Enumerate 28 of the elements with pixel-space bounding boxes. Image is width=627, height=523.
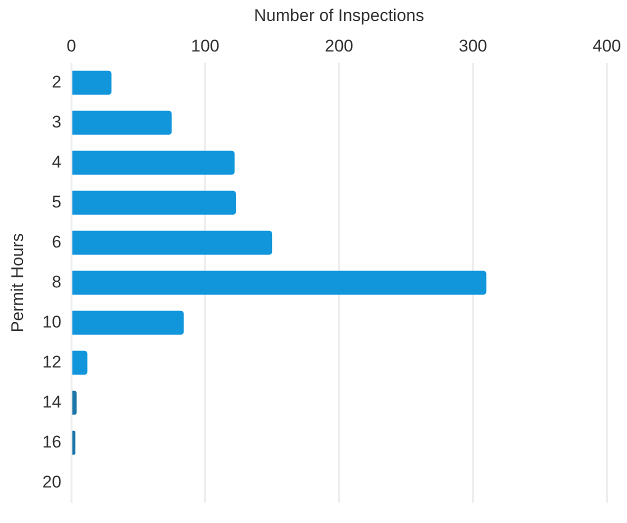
- bar: [72, 350, 88, 375]
- bar: [72, 190, 236, 215]
- x-tick-label: 300: [458, 36, 488, 56]
- bar: [72, 310, 184, 335]
- x-tick-label: 400: [592, 36, 622, 56]
- x-axis-title: Number of Inspections: [254, 6, 424, 25]
- y-tick-label: 10: [42, 312, 62, 332]
- x-tick-label: 100: [191, 36, 220, 56]
- x-tick-label: 0: [66, 36, 76, 56]
- y-tick-label: 14: [42, 392, 62, 412]
- y-tick-label: 6: [52, 232, 62, 252]
- y-tick-label: 16: [42, 432, 62, 452]
- bar: [72, 270, 486, 295]
- bar: [72, 110, 172, 135]
- bar: [72, 70, 112, 95]
- y-tick-label: 3: [52, 112, 62, 132]
- y-tick-label: 2: [52, 72, 62, 92]
- bar: [72, 150, 235, 175]
- y-tick-label: 20: [42, 472, 62, 492]
- bar: [72, 430, 76, 455]
- bar: [72, 390, 77, 415]
- y-tick-label: 4: [52, 152, 62, 172]
- y-tick-label: 12: [42, 352, 62, 372]
- bar: [72, 230, 272, 255]
- y-axis-title: Permit Hours: [8, 233, 27, 332]
- y-tick-label: 8: [52, 272, 62, 292]
- x-tick-label: 200: [324, 36, 354, 56]
- y-tick-label: 5: [52, 192, 62, 212]
